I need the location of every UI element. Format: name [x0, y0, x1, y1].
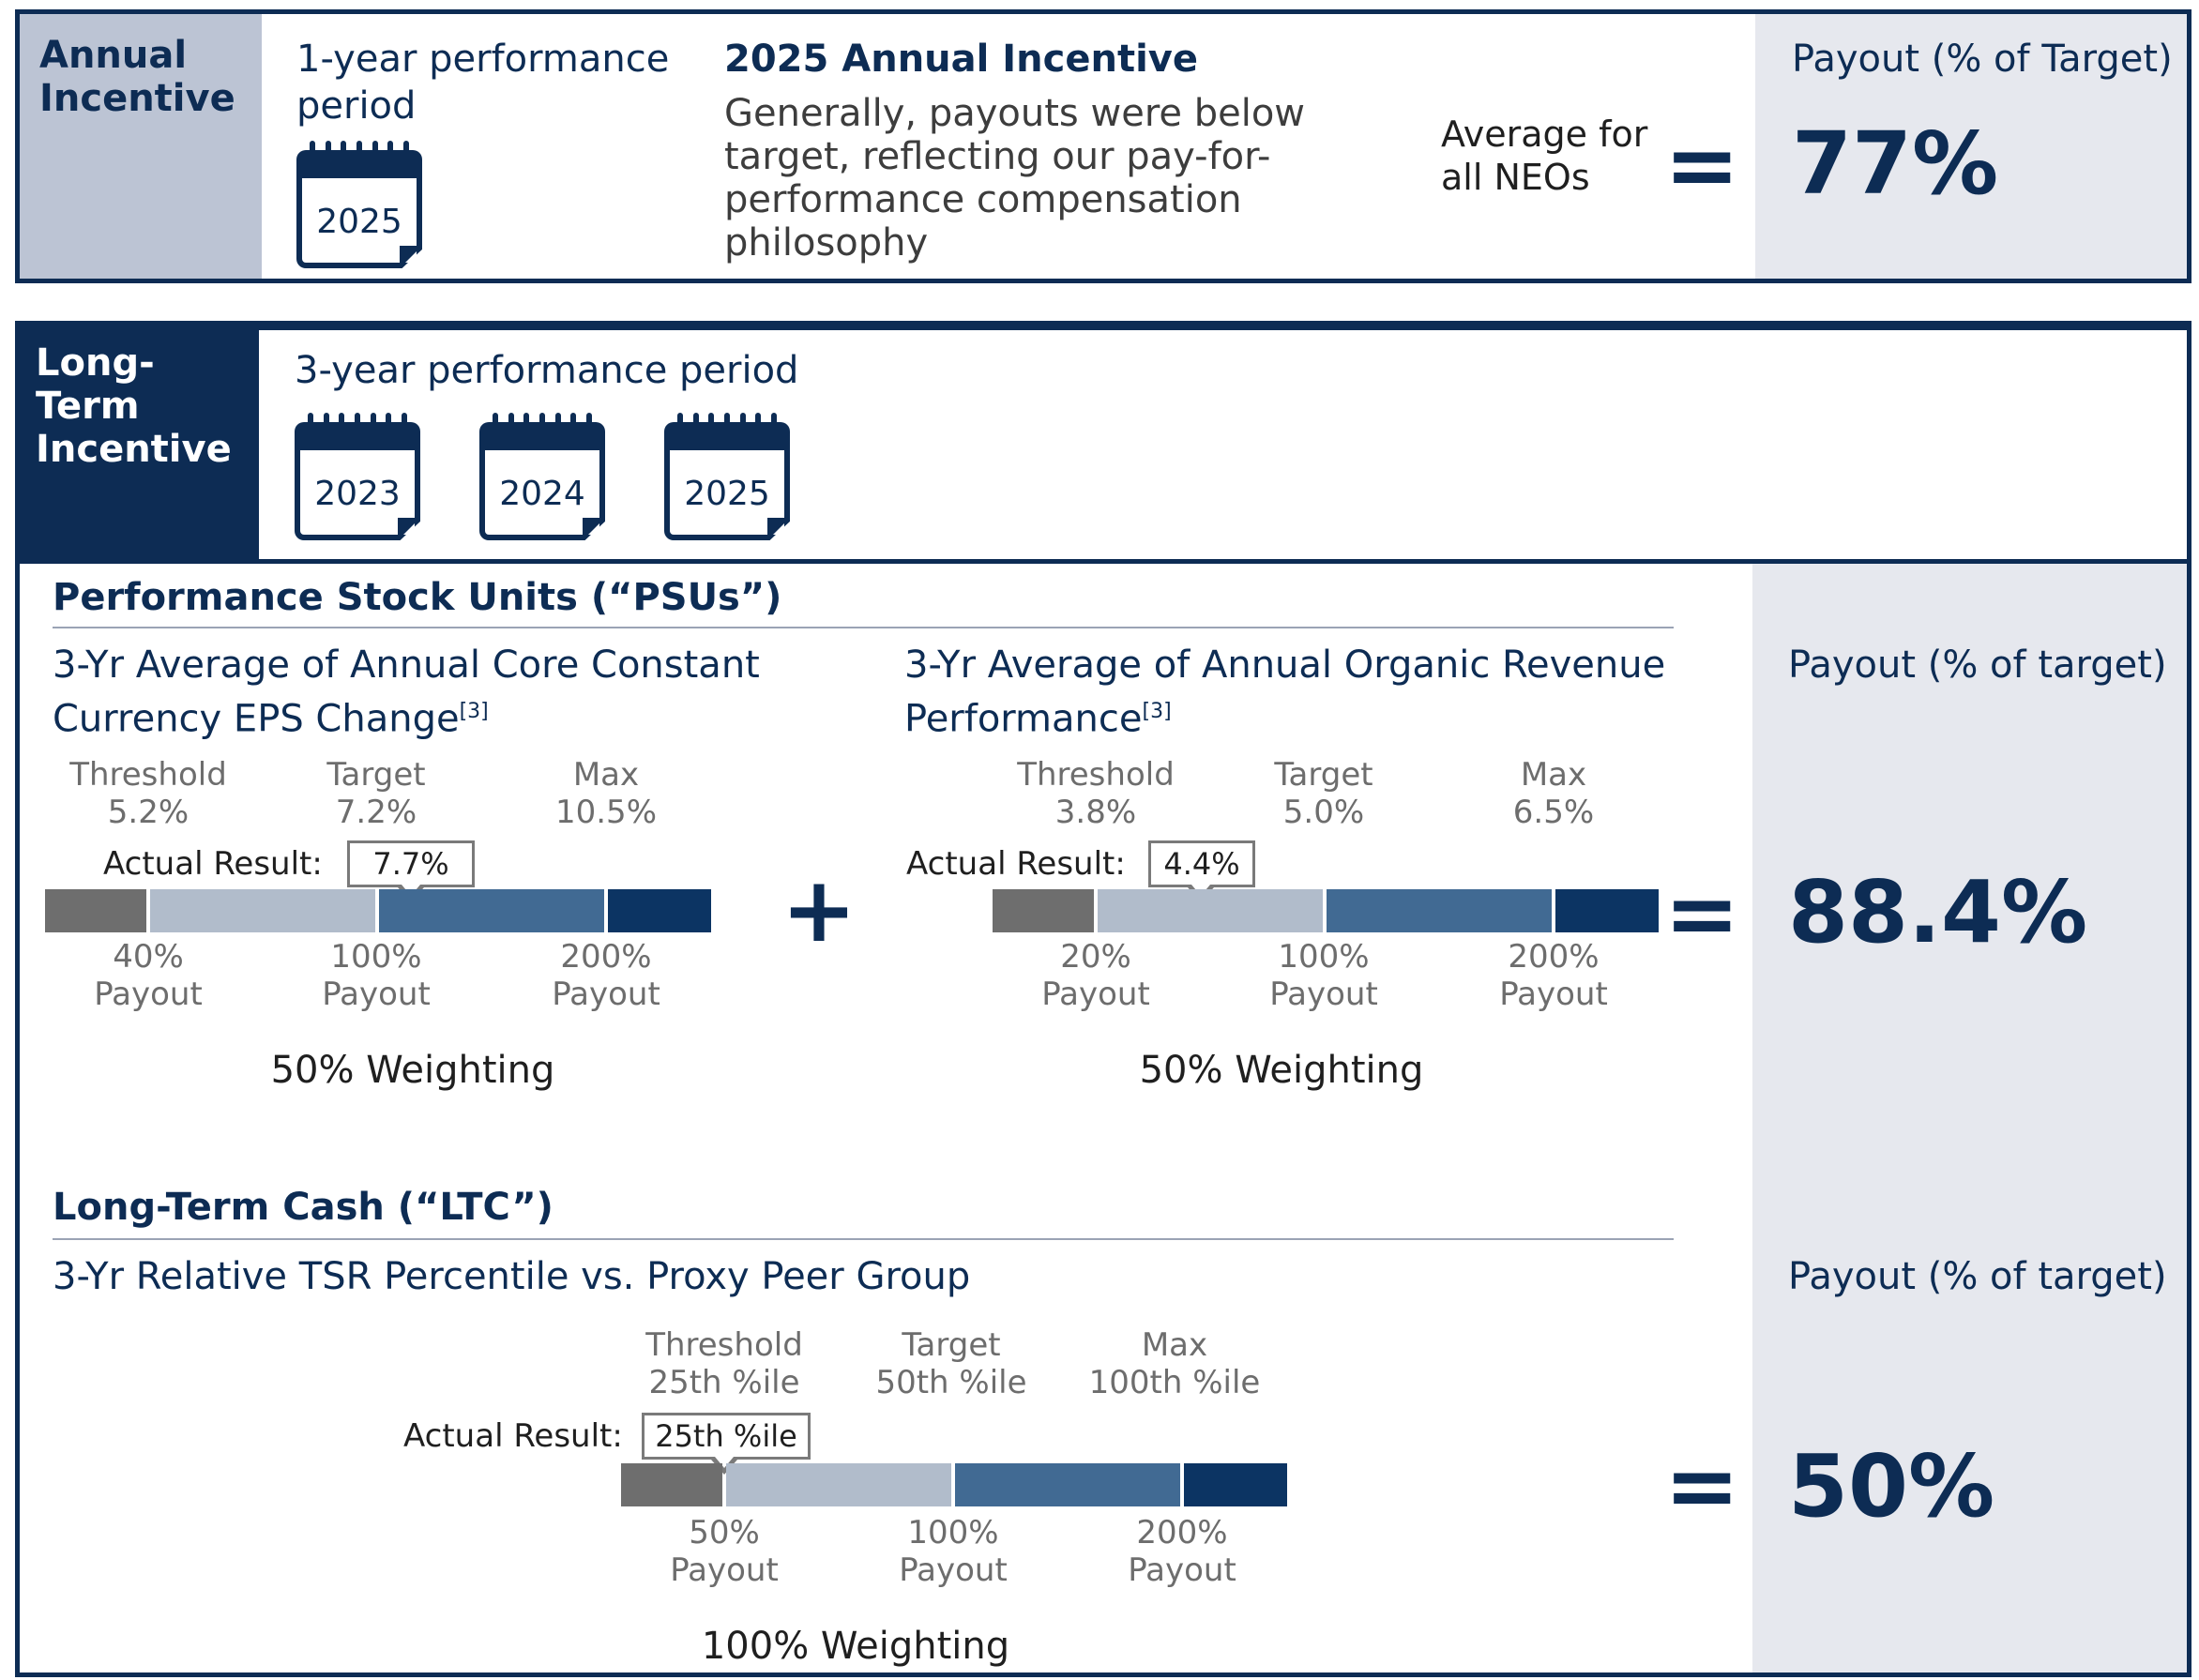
payout-pct: 100%	[1278, 938, 1370, 976]
bar-segment-below-threshold	[993, 889, 1094, 932]
lti-divider	[20, 559, 2187, 564]
level-value: 100th %ile	[1088, 1364, 1261, 1401]
level-value: 25th %ile	[648, 1364, 800, 1401]
weighting-label: 100% Weighting	[701, 1625, 1010, 1668]
payout-label: Payout	[322, 976, 431, 1013]
lti-top-border	[15, 321, 2191, 330]
lti-payout-panel	[1752, 564, 2187, 1672]
payout-pct: 100%	[330, 938, 422, 976]
payout-label: Payout	[1128, 1551, 1236, 1589]
annual-payout-value: 77%	[1792, 114, 1999, 214]
payout-label: Payout	[899, 1551, 1008, 1589]
weighting-label: 50% Weighting	[1139, 1049, 1424, 1092]
psu-rule	[53, 627, 1674, 628]
payout-label: Payout	[1499, 976, 1608, 1013]
annual-incentive-label: Annual Incentive	[39, 34, 235, 120]
annual-incentive-title: 2025 Annual Incentive	[724, 38, 1198, 81]
level-value: 5.0%	[1282, 794, 1365, 831]
ltc-rule	[53, 1238, 1674, 1240]
equals-sign: =	[1664, 113, 1740, 218]
level-value: 7.2%	[335, 794, 417, 831]
actual-result-label: Actual Result:	[103, 845, 323, 883]
calendar-year: 2023	[314, 474, 401, 513]
lti-label: Long-Term Incentive	[36, 341, 232, 471]
level-name: Target	[902, 1326, 1001, 1364]
ltc-metric-title: 3-Yr Relative TSR Percentile vs. Proxy P…	[53, 1255, 971, 1298]
calendar-icon: 2025	[296, 141, 422, 268]
annual-incentive-section	[15, 9, 2191, 283]
payout-label: Payout	[1269, 976, 1378, 1013]
level-value: 50th %ile	[875, 1364, 1027, 1401]
payout-label: Payout	[670, 1551, 779, 1589]
level-name: Max	[1141, 1326, 1208, 1364]
payout-label: Payout	[94, 976, 203, 1013]
ltc-payout-header: Payout (% of target)	[1788, 1255, 2167, 1298]
lti-label-panel	[20, 330, 259, 560]
psu-metric-1-title: 3-Yr Average of Annual Core Constant Cur…	[53, 643, 760, 741]
bar-segment-threshold-target	[1098, 889, 1323, 932]
level-name: Target	[326, 756, 426, 794]
actual-result-label: Actual Result:	[403, 1417, 623, 1455]
actual-result-value: 25th %ile	[642, 1413, 811, 1460]
payout-scale-bar	[621, 1463, 1287, 1506]
level-value: 10.5%	[554, 794, 657, 831]
annual-period-label: 1-year performance period	[296, 38, 670, 128]
plus-sign: +	[781, 857, 857, 962]
psu-payout-header: Payout (% of target)	[1788, 643, 2167, 687]
psu-payout-value: 88.4%	[1788, 862, 2088, 962]
equals-sign: =	[1664, 861, 1740, 966]
bar-segment-target-max	[379, 889, 604, 932]
annual-payout-panel	[1755, 14, 2187, 279]
payout-pct: 200%	[1508, 938, 1600, 976]
level-name: Threshold	[645, 1326, 803, 1364]
bar-segment-threshold-target	[150, 889, 375, 932]
level-value: 5.2%	[107, 794, 190, 831]
psu-metric-2-title: 3-Yr Average of Annual Organic Revenue P…	[904, 643, 1666, 741]
ltc-title: Long-Term Cash (“LTC”)	[53, 1186, 554, 1229]
level-name: Max	[1520, 756, 1587, 794]
payout-pct: 200%	[1136, 1514, 1228, 1551]
level-value: 3.8%	[1054, 794, 1137, 831]
payout-pct: 20%	[1060, 938, 1131, 976]
weighting-label: 50% Weighting	[270, 1049, 555, 1092]
level-name: Target	[1274, 756, 1373, 794]
calendar-icon: 2023	[295, 413, 420, 540]
calendar-year: 2024	[499, 474, 585, 513]
annual-label-panel	[20, 14, 262, 279]
psu-title: Performance Stock Units (“PSUs”)	[53, 576, 782, 619]
bar-segment-above-max	[608, 889, 711, 932]
level-name: Threshold	[1017, 756, 1175, 794]
calendar-year: 2025	[684, 474, 770, 513]
payout-scale-bar	[45, 889, 711, 932]
actual-result-value: 7.7%	[347, 840, 475, 887]
actual-result-label: Actual Result:	[906, 845, 1126, 883]
payout-label: Payout	[552, 976, 660, 1013]
level-name: Threshold	[69, 756, 227, 794]
bar-segment-below-threshold	[45, 889, 146, 932]
payout-pct: 100%	[907, 1514, 999, 1551]
payout-pct: 40%	[113, 938, 184, 976]
lti-period-label: 3-year performance period	[295, 349, 799, 392]
actual-result-value: 4.4%	[1148, 840, 1255, 887]
ltc-payout-value: 50%	[1788, 1436, 1995, 1536]
equals-sign: =	[1664, 1433, 1740, 1538]
bar-segment-above-max	[1555, 889, 1659, 932]
payout-scale-bar	[993, 889, 1659, 932]
level-name: Max	[572, 756, 640, 794]
bar-segment-above-max	[1184, 1463, 1287, 1506]
bar-segment-threshold-target	[726, 1463, 951, 1506]
level-value: 6.5%	[1512, 794, 1595, 831]
calendar-year: 2025	[316, 202, 402, 241]
bar-segment-target-max	[1327, 889, 1552, 932]
annual-payout-header: Payout (% of Target)	[1792, 38, 2173, 81]
payout-label: Payout	[1041, 976, 1150, 1013]
annual-incentive-description: Generally, payouts were below target, re…	[724, 92, 1306, 265]
payout-pct: 200%	[560, 938, 652, 976]
calendar-icon: 2025	[664, 413, 790, 540]
calendar-icon: 2024	[479, 413, 605, 540]
bar-segment-target-max	[955, 1463, 1180, 1506]
bar-segment-below-threshold	[621, 1463, 722, 1506]
payout-pct: 50%	[689, 1514, 760, 1551]
average-neos-label: Average for all NEOs	[1441, 114, 1648, 198]
